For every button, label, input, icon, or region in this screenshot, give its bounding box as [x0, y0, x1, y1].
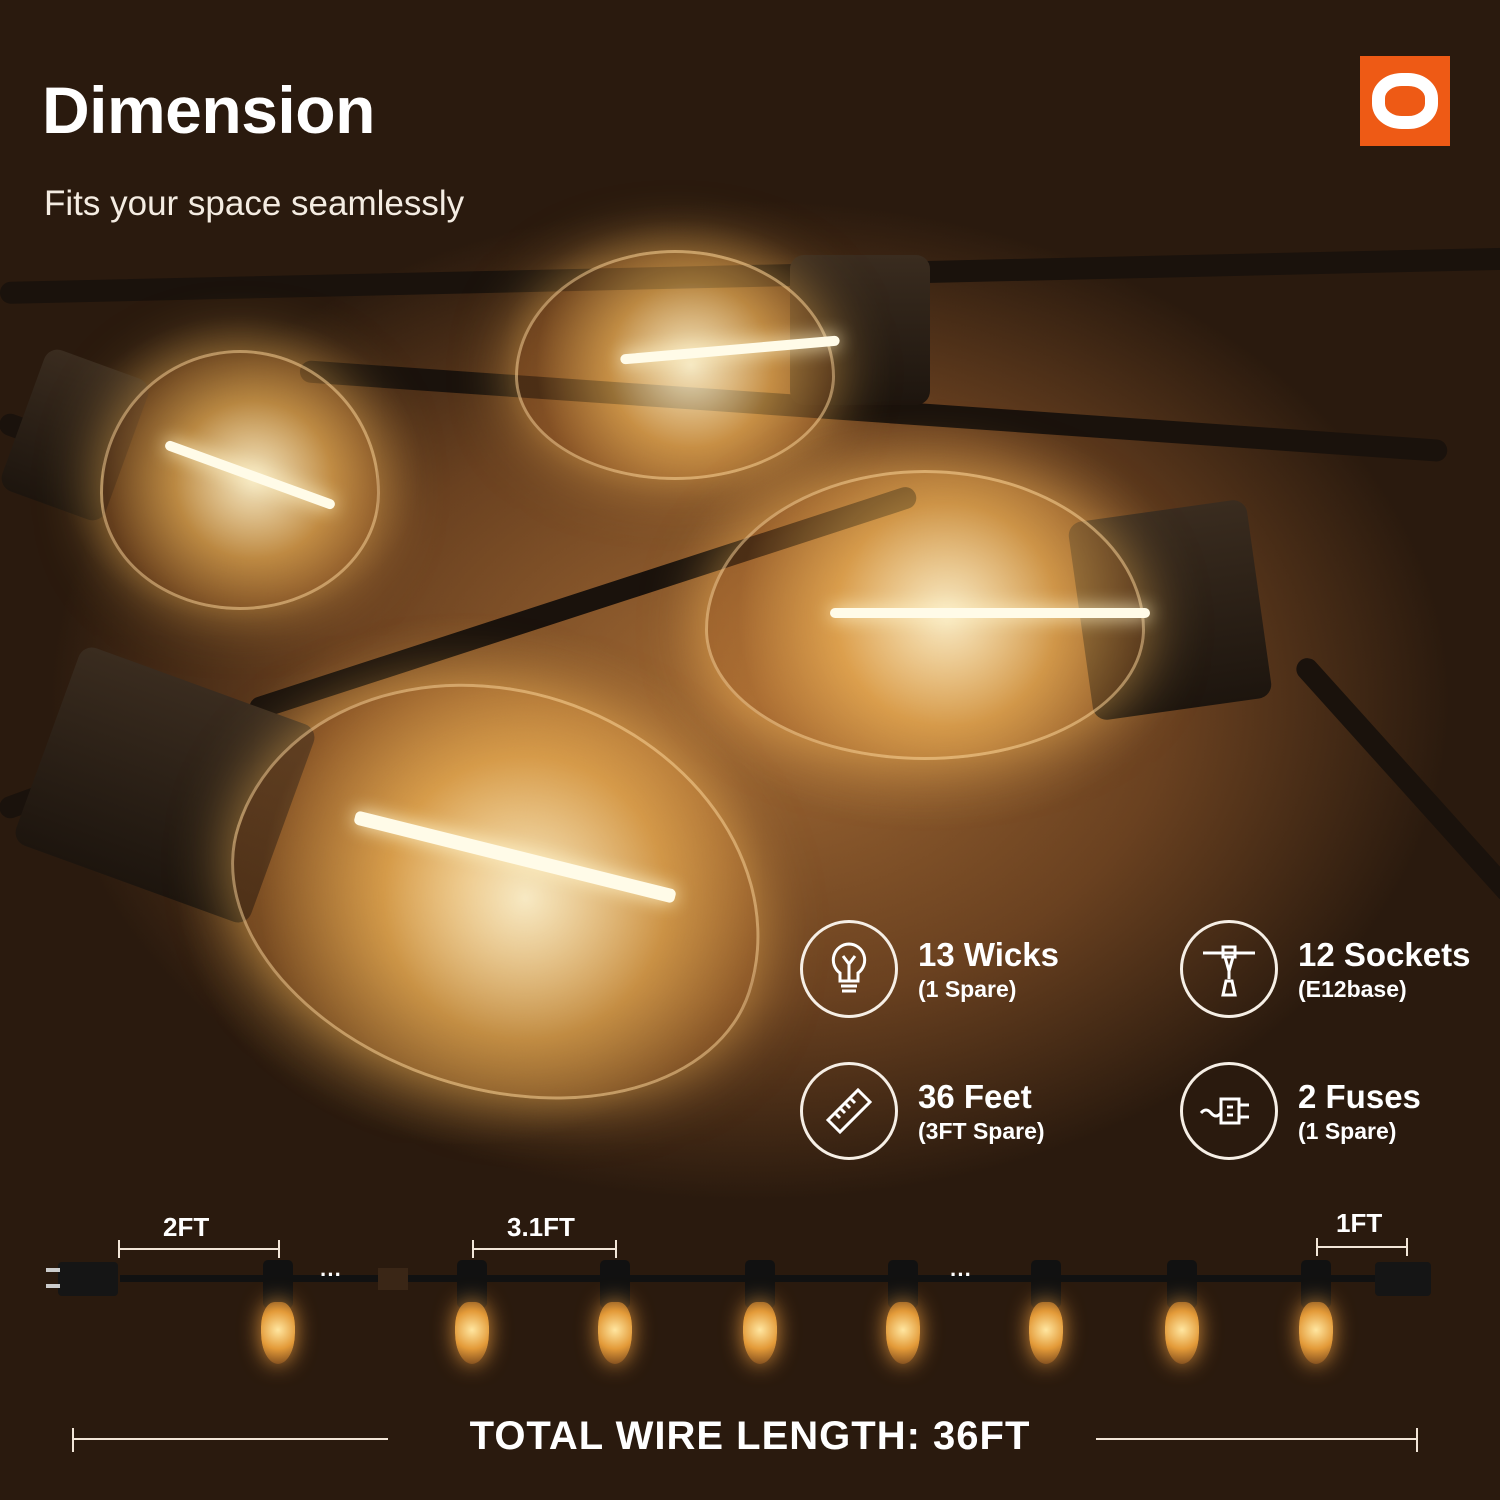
- total-line-left-cap: [72, 1428, 74, 1452]
- mini-bulb: [1029, 1302, 1063, 1364]
- plug-icon: [58, 1262, 118, 1296]
- feature-title: 12 Sockets: [1298, 935, 1471, 973]
- mini-socket: [1031, 1260, 1061, 1308]
- mini-socket: [1167, 1260, 1197, 1308]
- feature-title: 2 Fuses: [1298, 1077, 1421, 1115]
- brand-logo: [1360, 56, 1450, 146]
- mini-bulb: [1165, 1302, 1199, 1364]
- ruler-icon: [800, 1062, 898, 1160]
- feature-title: 13 Wicks: [918, 935, 1059, 973]
- feature-sockets: 12 Sockets (E12base): [1180, 920, 1470, 1018]
- total-line-right-cap: [1416, 1428, 1418, 1452]
- mini-socket: [457, 1260, 487, 1308]
- mini-socket: [745, 1260, 775, 1308]
- feature-subtitle: (3FT Spare): [918, 1117, 1045, 1144]
- spacing-label: 3.1FT: [507, 1212, 575, 1242]
- fuse-plug-icon: [1180, 1062, 1278, 1160]
- mini-bulb: [1299, 1302, 1333, 1364]
- filament: [830, 608, 1150, 618]
- bulb: [515, 250, 835, 480]
- plug-prongs: [46, 1268, 60, 1272]
- total-line-right: [1096, 1438, 1418, 1440]
- spacing-dimension-line: [472, 1240, 617, 1258]
- page-subtitle: Fits your space seamlessly: [44, 184, 465, 223]
- bulb-icon: [800, 920, 898, 1018]
- feature-subtitle: (1 Spare): [1298, 1117, 1397, 1144]
- total-length-label: TOTAL WIRE LENGTH: 36FT: [469, 1414, 1031, 1458]
- feature-wicks: 13 Wicks (1 Spare): [800, 920, 1059, 1018]
- mini-socket: [888, 1260, 918, 1308]
- wire-gap: [378, 1268, 408, 1290]
- feature-subtitle: (1 Spare): [918, 975, 1017, 1002]
- end-connector-icon: [1375, 1262, 1431, 1296]
- feature-title: 36 Feet: [918, 1077, 1032, 1115]
- mini-socket: [263, 1260, 293, 1308]
- bulb: [100, 350, 380, 610]
- mini-socket: [1301, 1260, 1331, 1308]
- tail-dimension-line: [1316, 1238, 1408, 1256]
- mini-bulb: [886, 1302, 920, 1364]
- feature-length: 36 Feet (3FT Spare): [800, 1062, 1045, 1160]
- mini-bulb: [261, 1302, 295, 1364]
- ellipsis: ···: [320, 1262, 342, 1287]
- mini-bulb: [598, 1302, 632, 1364]
- lead-length-label: 2FT: [163, 1212, 210, 1242]
- tail-length-label: 1FT: [1336, 1208, 1383, 1238]
- feature-fuses: 2 Fuses (1 Spare): [1180, 1062, 1421, 1160]
- cable: [1291, 653, 1500, 907]
- socket-icon: [1180, 920, 1278, 1018]
- mini-bulb: [455, 1302, 489, 1364]
- mini-socket: [600, 1260, 630, 1308]
- mini-bulb: [743, 1302, 777, 1364]
- ellipsis: ···: [950, 1262, 972, 1287]
- lead-dimension-line: [118, 1240, 280, 1258]
- feature-subtitle: (E12base): [1298, 975, 1407, 1002]
- page-title: Dimension: [42, 73, 375, 147]
